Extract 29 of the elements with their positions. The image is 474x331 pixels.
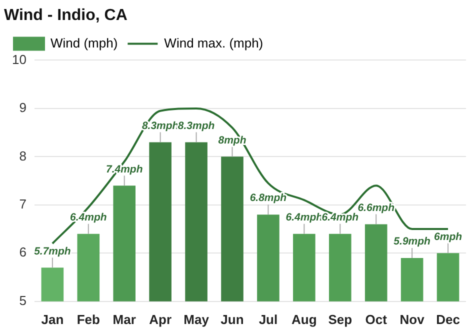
y-tick-label: 7: [19, 196, 26, 212]
x-tick-label: Jun: [220, 312, 244, 327]
chart-title: Wind - Indio, CA: [4, 7, 128, 24]
y-tick-label: 5: [19, 292, 26, 308]
x-tick-label: May: [184, 312, 210, 327]
data-label: 5.7mph: [34, 245, 71, 258]
data-label: 5.9mph: [394, 236, 430, 248]
data-label: 6.4mph: [286, 212, 323, 224]
data-label: 8.3mph: [178, 120, 215, 132]
data-label: 6mph: [434, 230, 462, 243]
x-tick-label: Oct: [365, 312, 388, 327]
legend-label: Wind max. (mph): [164, 35, 264, 50]
x-tick-label: Apr: [149, 312, 172, 327]
data-label: 6.6mph: [358, 202, 394, 214]
x-tick-label: Aug: [292, 312, 317, 327]
x-tick-label: Mar: [112, 312, 136, 327]
legend-label: Wind (mph): [50, 35, 118, 50]
y-tick-label: 9: [19, 100, 26, 116]
y-tick-label: 6: [19, 244, 26, 260]
x-tick-label: Nov: [400, 312, 426, 327]
data-label: 6.8mph: [250, 192, 287, 204]
x-tick-label: Jul: [258, 312, 278, 327]
y-tick-label: 8: [19, 148, 26, 164]
x-tick-label: Sep: [328, 312, 352, 327]
x-tick-label: Feb: [76, 312, 100, 327]
x-tick-label: Dec: [436, 312, 460, 327]
y-tick-label: 10: [12, 52, 26, 67]
data-label: 6.4mph: [322, 212, 359, 224]
x-tick-label: Jan: [41, 312, 64, 327]
